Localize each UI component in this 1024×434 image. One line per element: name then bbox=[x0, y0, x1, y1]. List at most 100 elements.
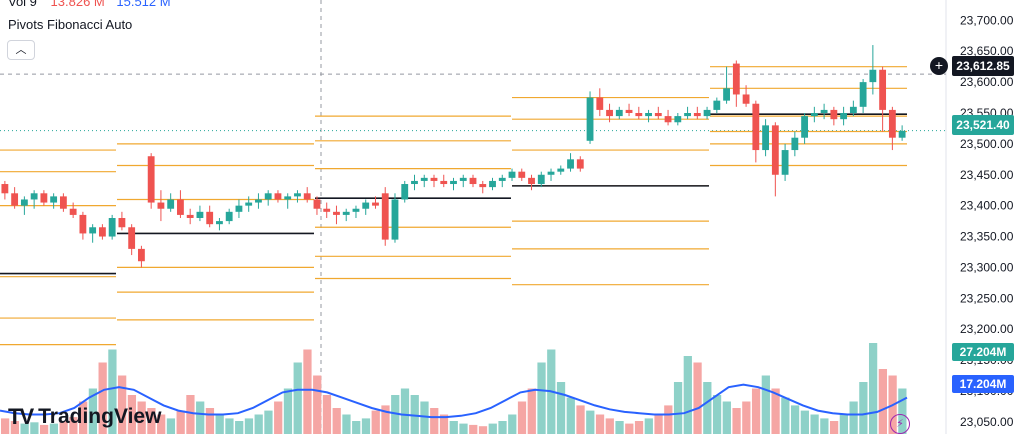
volume-bar bbox=[664, 405, 673, 434]
volume-bar bbox=[332, 408, 341, 434]
candle-body bbox=[596, 97, 604, 110]
candle-body bbox=[440, 180, 448, 185]
volume-bar bbox=[196, 401, 205, 434]
volume-bar bbox=[839, 414, 848, 434]
volume-bar bbox=[517, 401, 527, 434]
candle-body bbox=[381, 193, 389, 240]
candle-body bbox=[79, 214, 87, 234]
volume-bar bbox=[430, 408, 439, 434]
volume-bar bbox=[732, 408, 741, 434]
candle-body bbox=[898, 130, 906, 138]
candle-body bbox=[791, 137, 799, 151]
tradingview-logo-text: TradingView bbox=[38, 405, 162, 428]
candle-body bbox=[11, 193, 19, 206]
candle-body bbox=[177, 199, 184, 215]
volume-bar bbox=[761, 375, 770, 434]
volume-bar bbox=[342, 414, 351, 434]
volume-bar bbox=[644, 418, 653, 434]
volume-bar bbox=[878, 369, 887, 434]
volume-bar bbox=[781, 397, 790, 434]
volume-bar bbox=[1, 418, 10, 434]
last-price-label: 23,521.40 bbox=[952, 115, 1014, 135]
candle-body bbox=[333, 211, 340, 215]
candle-body bbox=[264, 193, 272, 200]
volume-bar bbox=[293, 362, 302, 434]
candle-body bbox=[723, 88, 730, 101]
candle-body bbox=[245, 202, 253, 206]
tradingview-logo[interactable]: TV TradingView bbox=[8, 404, 161, 430]
volume-bar bbox=[410, 395, 419, 434]
price-tick-label: 23,400.00 bbox=[960, 199, 1014, 213]
volume-bar bbox=[829, 421, 839, 434]
candle-body bbox=[654, 113, 662, 117]
volume-bar bbox=[30, 422, 39, 434]
candle-body bbox=[147, 156, 155, 203]
volume-bar bbox=[20, 423, 29, 434]
volume-bar bbox=[391, 395, 400, 434]
volume-bar bbox=[98, 362, 107, 434]
candle-body bbox=[186, 214, 194, 218]
volume-bar bbox=[527, 388, 536, 434]
volume-bar bbox=[69, 417, 78, 434]
candle-body bbox=[888, 109, 896, 138]
volume-bar bbox=[820, 418, 829, 434]
volume-bar bbox=[625, 423, 634, 434]
volume-bar bbox=[137, 401, 146, 434]
volume-bar bbox=[459, 423, 468, 434]
volume-bar bbox=[381, 405, 390, 434]
candle-body bbox=[196, 211, 204, 218]
candle-body bbox=[98, 227, 106, 237]
volume-bar bbox=[313, 375, 322, 434]
candle-body bbox=[352, 208, 360, 212]
candle-body bbox=[547, 171, 555, 175]
volume-bar bbox=[537, 362, 546, 434]
volume-bar bbox=[508, 414, 517, 434]
candle-body bbox=[30, 193, 38, 200]
indicator-legend[interactable]: Pivots Fibonacci Auto bbox=[8, 17, 133, 32]
volume-legend-label: Vol 9 bbox=[8, 0, 37, 9]
candle-body bbox=[372, 202, 379, 206]
candle-body bbox=[40, 193, 48, 203]
candle-body bbox=[89, 227, 97, 234]
candle-body bbox=[313, 199, 321, 209]
volume-legend: Vol 9 13.826 M 15.512 M bbox=[8, 0, 171, 9]
last-volume-label: 27.204M bbox=[952, 343, 1014, 361]
candle-body bbox=[391, 199, 399, 240]
lightning-icon[interactable]: ⚡ bbox=[890, 414, 910, 434]
volume-bar bbox=[254, 414, 263, 434]
volume-bar bbox=[283, 388, 293, 434]
candle-body bbox=[508, 171, 516, 178]
volume-bar bbox=[605, 418, 614, 434]
volume-bar bbox=[722, 401, 731, 434]
volume-bar bbox=[147, 408, 156, 434]
volume-bar bbox=[478, 426, 488, 434]
volume-bar bbox=[322, 395, 332, 434]
candle-body bbox=[713, 100, 721, 110]
candle-body bbox=[742, 94, 750, 104]
price-tick-label: 23,350.00 bbox=[960, 230, 1014, 244]
volume-bar bbox=[488, 423, 497, 434]
volume-bar bbox=[118, 375, 127, 434]
candle-body bbox=[771, 125, 779, 175]
candle-body bbox=[450, 180, 457, 185]
price-tick-label: 23,650.00 bbox=[960, 44, 1014, 58]
candle-body bbox=[801, 116, 809, 138]
volume-bar bbox=[244, 418, 254, 434]
price-tick-label: 23,300.00 bbox=[960, 260, 1014, 274]
candle-body bbox=[138, 248, 145, 262]
volume-bar bbox=[157, 414, 166, 434]
candle-body bbox=[342, 211, 350, 215]
tradingview-logo-icon: TV bbox=[8, 404, 34, 429]
candle-body bbox=[157, 202, 165, 209]
volume-bar bbox=[420, 401, 429, 434]
candle-body bbox=[430, 177, 438, 181]
add-price-button[interactable]: + bbox=[930, 57, 948, 75]
collapse-legend-button[interactable]: ︿ bbox=[7, 40, 35, 60]
candle-body bbox=[255, 199, 262, 203]
volume-bar bbox=[108, 349, 117, 434]
candle-body bbox=[1, 184, 9, 194]
candle-body bbox=[674, 116, 682, 123]
volume-bar bbox=[166, 418, 176, 434]
